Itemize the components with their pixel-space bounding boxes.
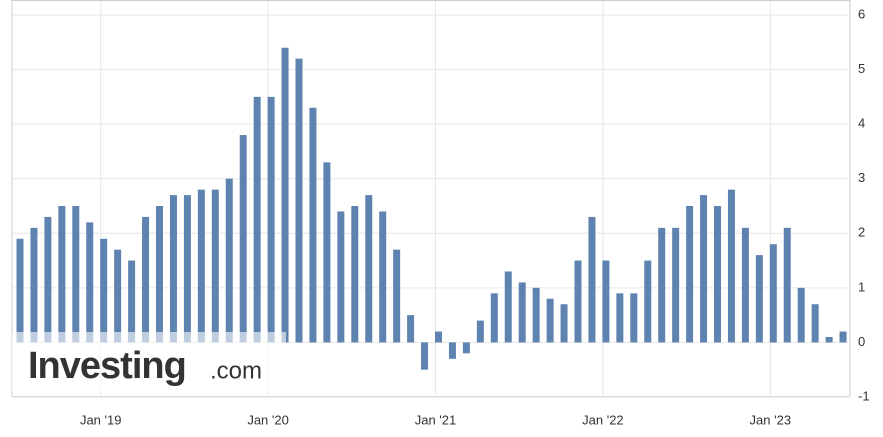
bar — [476, 320, 484, 343]
y-tick-label: 4 — [858, 116, 865, 131]
bar — [323, 162, 331, 343]
bar — [379, 211, 387, 343]
bar — [588, 216, 596, 343]
bar — [714, 206, 721, 343]
bar — [462, 342, 470, 354]
bar — [672, 227, 680, 343]
bar — [546, 298, 554, 343]
bar — [518, 282, 526, 343]
bar — [281, 47, 289, 343]
y-tick-label: 6 — [858, 6, 865, 21]
bar — [727, 189, 735, 343]
bar — [128, 260, 136, 343]
bar — [72, 206, 80, 343]
bar — [700, 195, 708, 343]
bar — [86, 222, 94, 343]
bar — [630, 293, 638, 343]
bar — [783, 227, 791, 343]
x-tick-label: Jan '21 — [415, 412, 457, 427]
bars — [16, 47, 847, 370]
bar — [183, 195, 191, 343]
bar — [100, 238, 108, 343]
bar — [811, 304, 819, 343]
y-tick-label: -1 — [858, 388, 870, 403]
bar — [114, 249, 122, 343]
bar — [658, 227, 666, 343]
bar — [337, 211, 345, 343]
bar — [504, 271, 512, 343]
bar — [421, 342, 429, 370]
bar — [825, 336, 833, 343]
bar — [490, 293, 498, 343]
bar — [309, 107, 317, 343]
bar — [686, 206, 694, 343]
bar — [839, 331, 847, 343]
x-tick-label: Jan '23 — [750, 412, 792, 427]
bar — [30, 227, 38, 343]
x-tick-label: Jan '22 — [582, 412, 624, 427]
bar — [267, 96, 275, 343]
bar — [295, 58, 303, 343]
bar — [225, 178, 233, 343]
y-tick-label: 3 — [858, 170, 865, 185]
bar — [142, 216, 150, 343]
y-tick-label: 1 — [858, 279, 865, 294]
bar — [407, 315, 415, 343]
bar — [448, 342, 456, 359]
bar — [532, 287, 540, 343]
watermark-brand: Investing — [28, 345, 186, 387]
bar — [253, 96, 261, 343]
bar — [197, 189, 205, 343]
watermark-backdrop — [12, 332, 286, 392]
bar — [156, 206, 163, 343]
bar — [393, 249, 401, 343]
bar — [644, 260, 652, 343]
watermark-suffix: .com — [210, 357, 262, 384]
bar — [616, 293, 624, 343]
bar — [239, 135, 247, 343]
x-tick-label: Jan '19 — [80, 412, 122, 427]
bar — [365, 195, 373, 343]
y-tick-label: 5 — [858, 61, 865, 76]
bar — [755, 255, 763, 343]
y-tick-label: 2 — [858, 225, 865, 240]
bar — [44, 216, 52, 343]
bar — [16, 238, 24, 343]
bar — [602, 260, 610, 343]
bar — [574, 260, 582, 343]
y-tick-label: 0 — [858, 334, 865, 349]
bar — [741, 227, 749, 343]
bar — [435, 331, 442, 343]
x-tick-label: Jan '20 — [247, 412, 289, 427]
bar — [797, 287, 805, 343]
bar — [560, 304, 568, 343]
bar — [169, 195, 177, 343]
bar — [351, 206, 359, 343]
bar — [58, 206, 66, 343]
bar — [769, 244, 777, 343]
bar — [211, 189, 219, 343]
